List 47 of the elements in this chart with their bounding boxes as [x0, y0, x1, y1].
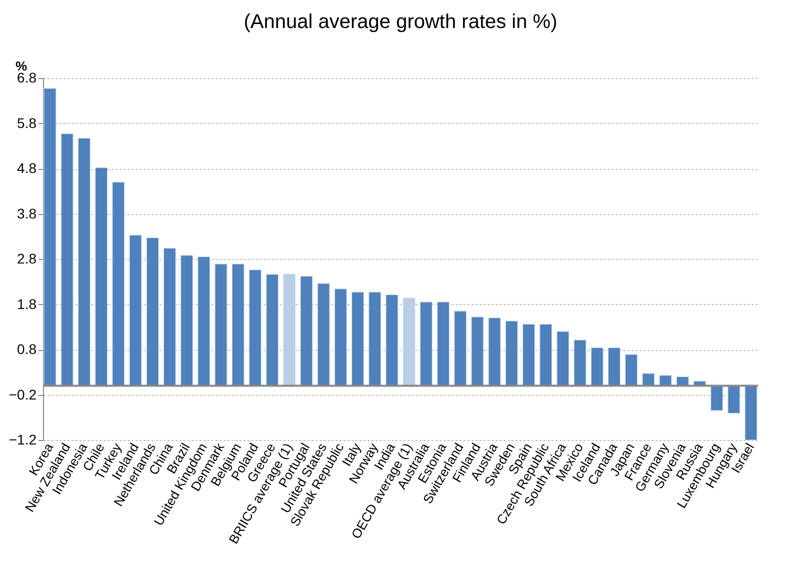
- bar: [334, 288, 347, 386]
- bar: [590, 347, 604, 386]
- bar: [574, 340, 586, 386]
- bar: [248, 270, 262, 386]
- bar: [163, 248, 176, 386]
- bar: [522, 324, 536, 386]
- bar: [556, 331, 570, 386]
- bar: [386, 294, 398, 386]
- y-tick-label: 0.8: [17, 341, 37, 357]
- bar: [540, 324, 552, 386]
- bar: [214, 264, 228, 386]
- bar: [488, 318, 501, 386]
- y-tick-label: 2.8: [17, 250, 37, 266]
- bar: [317, 283, 330, 386]
- bar: [608, 347, 621, 386]
- y-tick-label: 3.8: [17, 205, 37, 222]
- y-tick-label: −0.2: [8, 386, 37, 402]
- bar: [710, 385, 724, 411]
- bar: [78, 138, 91, 386]
- bar: [180, 255, 194, 386]
- chart-title: (Annual average growth rates in %): [244, 11, 558, 33]
- y-tick-label: 4.8: [17, 160, 37, 176]
- bar: [95, 167, 108, 386]
- bar: [351, 292, 364, 386]
- bar: [420, 302, 432, 386]
- bar: [625, 354, 638, 386]
- bar: [232, 264, 244, 386]
- bar: [198, 256, 210, 386]
- bar: [368, 292, 382, 386]
- bar: [728, 385, 740, 414]
- bar: [471, 316, 484, 386]
- bar: [300, 276, 313, 386]
- bar: [44, 88, 56, 386]
- y-tick-label: 5.8: [17, 114, 37, 131]
- bar: [146, 237, 159, 386]
- bar: [129, 234, 142, 386]
- bar: [112, 182, 125, 386]
- bar: [283, 274, 296, 386]
- bar: [744, 385, 758, 440]
- bar: [402, 298, 416, 386]
- bar: [436, 302, 450, 386]
- y-tick-label: −1.2: [8, 432, 37, 448]
- bar: [454, 310, 467, 386]
- bar: [505, 320, 518, 386]
- bar: [60, 133, 74, 386]
- bar: [266, 274, 279, 386]
- y-tick-label: 1.8: [17, 296, 37, 312]
